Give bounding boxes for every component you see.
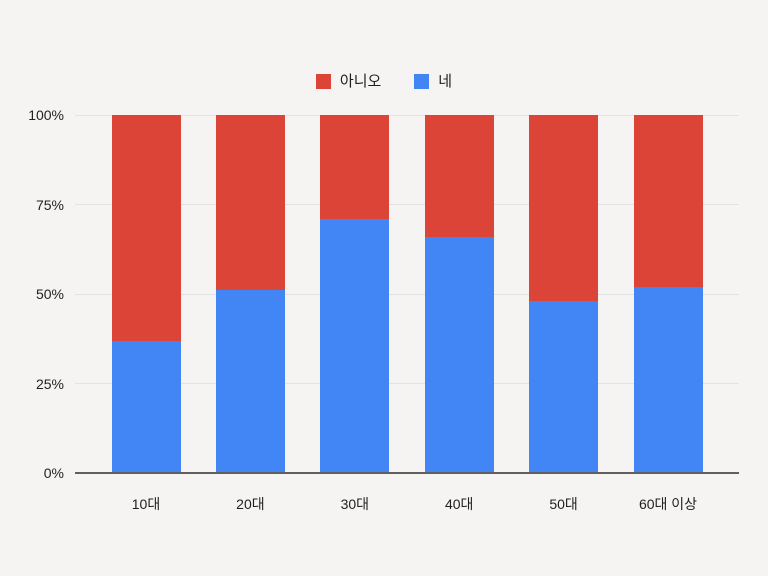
y-tick-label: 0% [43, 465, 64, 481]
bar-30대 [320, 115, 390, 473]
x-axis-line [75, 472, 739, 474]
bar-segment-네[interactable] [215, 290, 285, 473]
x-category-label: 30대 [340, 496, 370, 512]
legend-label: 네 [438, 73, 453, 90]
y-axis-labels: 0% 25% 50% 75% 100% [0, 107, 64, 481]
x-category-label: 40대 [444, 496, 474, 512]
bar-segment-아니오[interactable] [215, 115, 285, 291]
y-tick-label: 25% [35, 375, 64, 392]
bar-10대 [111, 115, 181, 473]
y-tick-label: 75% [35, 196, 64, 213]
bar-segment-아니오[interactable] [424, 115, 494, 237]
bar-60대 이상 [633, 115, 703, 473]
bar-segment-네[interactable] [633, 286, 703, 473]
legend-item-2: 네 [414, 74, 452, 89]
x-category-label: 60대 이상 [638, 496, 698, 512]
gridline-75 [75, 204, 739, 205]
legend-swatch-icon [315, 74, 331, 89]
legend-item-1: 아니오 [315, 73, 382, 90]
bar-segment-아니오[interactable] [111, 115, 181, 341]
bar-segment-네[interactable] [320, 218, 390, 473]
bar-segment-네[interactable] [529, 301, 599, 473]
bar-40대 [424, 115, 494, 473]
y-tick-label: 100% [28, 107, 64, 123]
bar-segment-네[interactable] [424, 236, 494, 473]
x-category-label: 20대 [236, 496, 265, 512]
bar-segment-네[interactable] [111, 340, 181, 473]
gridline-25 [75, 383, 739, 384]
chart-legend: 아니오 네 [0, 74, 768, 89]
plot-area [75, 114, 739, 474]
legend-swatch-icon [414, 74, 430, 89]
bar-20대 [215, 115, 285, 473]
gridline-100 [75, 114, 739, 116]
bar-segment-아니오[interactable] [529, 115, 599, 302]
y-tick-label: 50% [35, 286, 64, 302]
x-category-label: 50대 [549, 496, 578, 512]
gridline-50 [75, 293, 739, 295]
x-axis-labels: 10대 20대 30대 40대 50대 60대 이상 [75, 495, 739, 513]
bar-50대 [529, 115, 599, 473]
legend-label: 아니오 [339, 73, 382, 90]
x-category-label: 10대 [131, 496, 161, 512]
bar-segment-아니오[interactable] [320, 115, 390, 219]
bar-segment-아니오[interactable] [633, 115, 703, 287]
